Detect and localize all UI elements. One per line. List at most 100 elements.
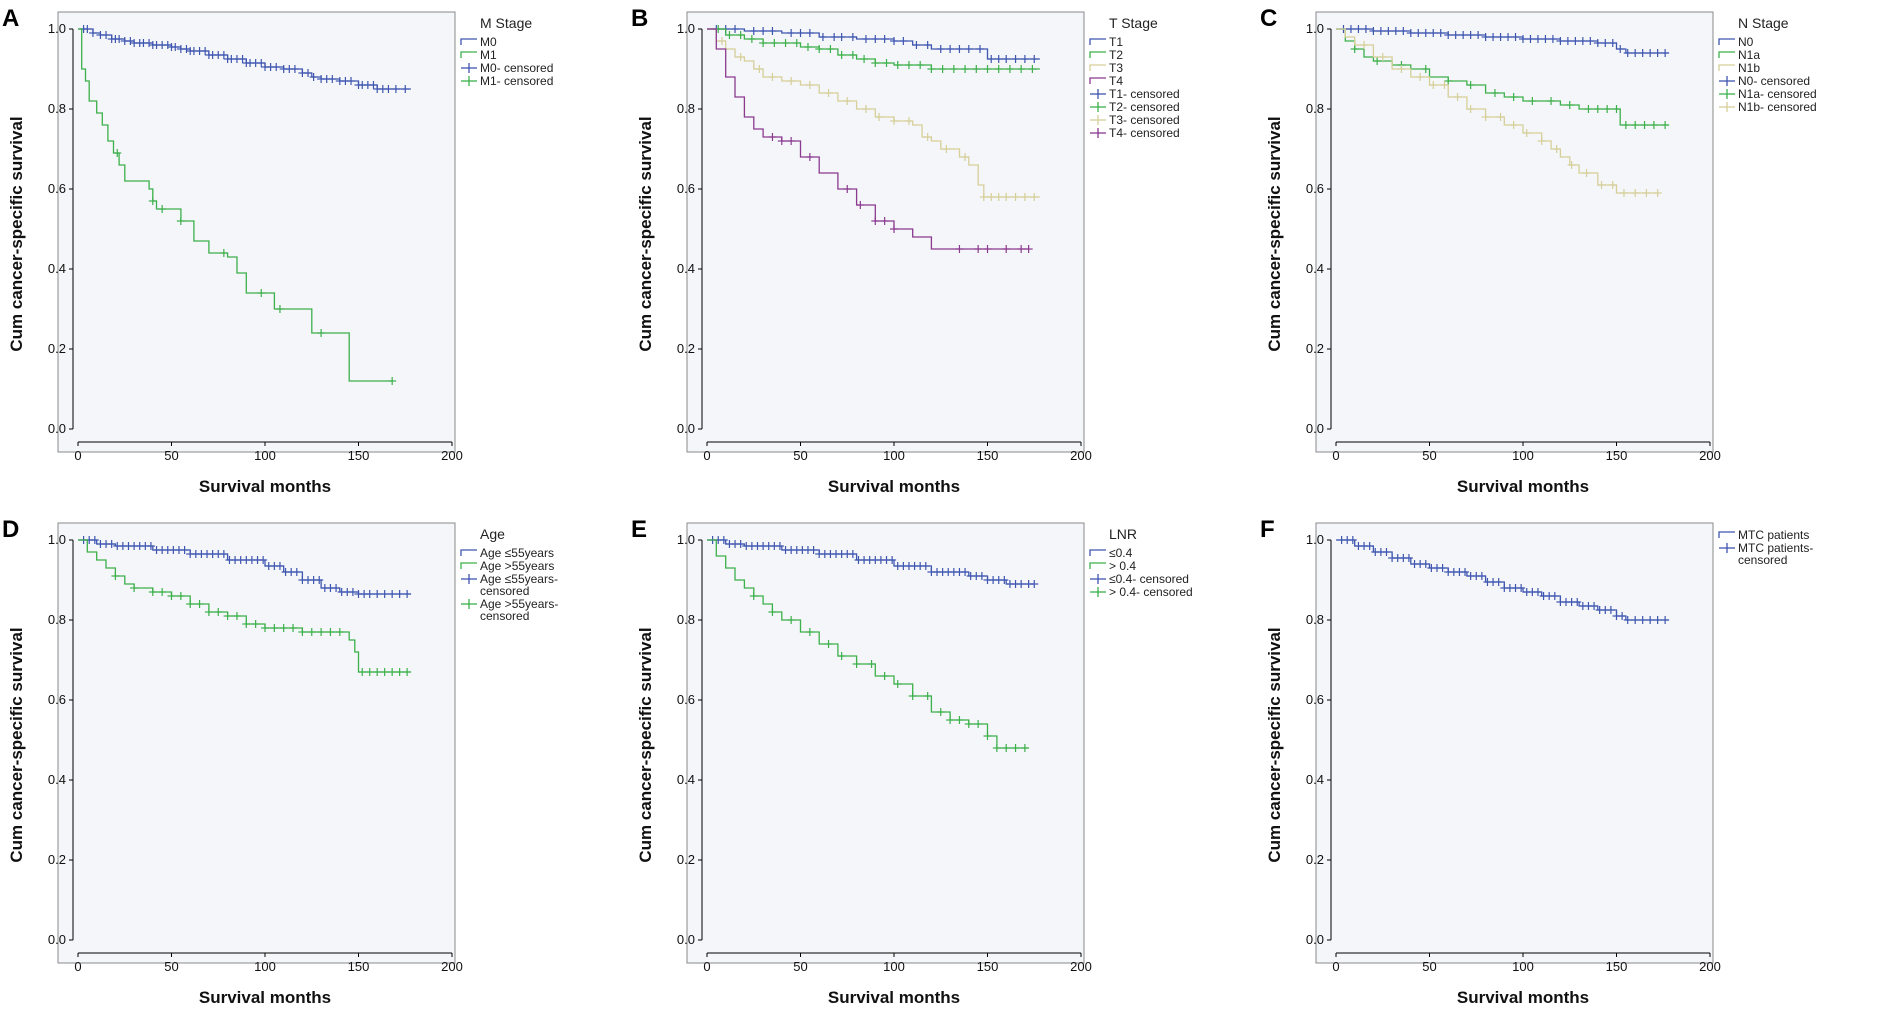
y-tick-label: 0.8: [677, 101, 695, 116]
legend-title: N Stage: [1738, 15, 1789, 31]
legend-label: N1a: [1738, 48, 1760, 62]
y-tick-label: 0.4: [677, 772, 695, 787]
legend-label: censored: [1738, 553, 1787, 567]
legend-label: T2- censored: [1109, 100, 1180, 114]
plot-area: [686, 11, 1085, 453]
x-tick-label: 150: [977, 448, 999, 463]
x-axis-title: Survival months: [1457, 988, 1589, 1007]
x-tick-label: 150: [348, 959, 370, 974]
legend-line-swatch: [1089, 77, 1106, 84]
y-axis-title: Cum cancer-specific survival: [1265, 116, 1284, 351]
legend-label: N0: [1738, 35, 1754, 49]
x-axis-title: Survival months: [1457, 477, 1589, 496]
legend-label: T3- censored: [1109, 113, 1180, 127]
km-plot-c: C 0.0 0.2 0.4 0.6 0.8 1.0 0 50 100 150 200 Survival …: [1260, 5, 1817, 496]
y-tick-label: 0.8: [1306, 101, 1324, 116]
panel-b: B 0.0 0.2 0.4 0.6 0.8 1.0 0 50 100 150 200 Survival …: [629, 0, 1258, 511]
y-tick-label: 0.2: [677, 341, 695, 356]
y-tick-label: 1.0: [48, 21, 66, 36]
y-tick-label: 0.4: [1306, 261, 1324, 276]
y-tick-label: 0.0: [48, 421, 66, 436]
y-tick-label: 0.4: [48, 772, 66, 787]
x-tick-label: 200: [1070, 959, 1092, 974]
legend-line-swatch: [1718, 531, 1735, 538]
legend-label: T3: [1109, 61, 1123, 75]
x-axis-title: Survival months: [828, 477, 960, 496]
legend-label: ≤0.4- censored: [1109, 572, 1189, 586]
panel-a: A 0.0 0.2 0.4 0.6 0.8 1.0 0 50 100 150 200 Survival …: [0, 0, 629, 511]
plot-area: [1315, 11, 1714, 453]
x-tick-label: 200: [1070, 448, 1092, 463]
km-plot-e: E 0.0 0.2 0.4 0.6 0.8 1.0 0 50 100 150 200 Survival …: [631, 516, 1193, 1007]
x-tick-label: 150: [348, 448, 370, 463]
legend-title: LNR: [1109, 526, 1137, 542]
km-curve-n1b: [1336, 28, 1658, 194]
legend-label: Age >55years: [480, 559, 554, 573]
legend-label: T4: [1109, 74, 1123, 88]
y-tick-label: 0.8: [48, 101, 66, 116]
panel-e: E 0.0 0.2 0.4 0.6 0.8 1.0 0 50 100 150 200 Survival …: [629, 511, 1258, 1022]
x-tick-label: 150: [1606, 448, 1628, 463]
legend-title: Age: [480, 526, 505, 542]
legend-label: Age ≤55years-: [480, 572, 558, 586]
y-tick-label: 0.2: [1306, 852, 1324, 867]
y-tick-label: 0.4: [48, 261, 66, 276]
km-curve-t4: [707, 28, 1029, 250]
legend-label: M1: [480, 48, 497, 62]
y-axis-title: Cum cancer-specific survival: [7, 627, 26, 862]
panel-letter: A: [2, 5, 19, 32]
legend-line-swatch: [1089, 562, 1106, 569]
legend-title: M Stage: [480, 15, 532, 31]
y-tick-label: 0.2: [677, 852, 695, 867]
x-tick-label: 0: [1332, 448, 1339, 463]
km-curve-n1a: [1336, 28, 1669, 126]
x-axis-title: Survival months: [828, 988, 960, 1007]
legend-label: MTC patients: [1738, 528, 1809, 542]
panel-letter: B: [631, 5, 648, 32]
x-tick-label: 200: [1699, 959, 1721, 974]
plot-area: [686, 522, 1085, 964]
legend-label: N1b: [1738, 61, 1760, 75]
y-tick-label: 0.2: [48, 852, 66, 867]
panel-letter: F: [1260, 516, 1275, 543]
x-tick-label: 100: [1512, 448, 1534, 463]
x-axis-title: Survival months: [199, 477, 331, 496]
plot-area: [57, 11, 456, 453]
x-tick-label: 100: [254, 959, 276, 974]
y-tick-label: 0.4: [677, 261, 695, 276]
x-tick-label: 100: [883, 959, 905, 974]
x-tick-label: 200: [441, 959, 463, 974]
panel-f: F 0.0 0.2 0.4 0.6 0.8 1.0 0 50 100 150 200 Survival …: [1258, 511, 1887, 1022]
legend-label: MTC patients-: [1738, 541, 1813, 555]
km-plot-b: B 0.0 0.2 0.4 0.6 0.8 1.0 0 50 100 150 200 Survival …: [631, 5, 1180, 496]
y-tick-label: 1.0: [677, 532, 695, 547]
legend-line-swatch: [460, 562, 477, 569]
legend-line-swatch: [1089, 64, 1106, 71]
y-tick-label: 0.0: [48, 932, 66, 947]
panel-c: C 0.0 0.2 0.4 0.6 0.8 1.0 0 50 100 150 200 Survival …: [1258, 0, 1887, 511]
legend-label: N1b- censored: [1738, 100, 1817, 114]
legend-line-swatch: [460, 549, 477, 556]
y-tick-label: 0.8: [677, 612, 695, 627]
y-tick-label: 0.2: [48, 341, 66, 356]
km-curve-m1: [78, 28, 393, 382]
x-tick-label: 0: [1332, 959, 1339, 974]
y-tick-label: 0.0: [677, 421, 695, 436]
legend-line-swatch: [460, 38, 477, 45]
legend-label: Age ≤55years: [480, 546, 554, 560]
y-tick-label: 1.0: [48, 532, 66, 547]
y-tick-label: 0.0: [677, 932, 695, 947]
y-axis-title: Cum cancer-specific survival: [1265, 627, 1284, 862]
legend-label: T1- censored: [1109, 87, 1180, 101]
y-tick-label: 0.6: [1306, 181, 1324, 196]
km-plot-d: D 0.0 0.2 0.4 0.6 0.8 1.0 0 50 100 150 200 Survival …: [2, 516, 558, 1007]
plot-area: [57, 522, 456, 964]
x-tick-label: 200: [1699, 448, 1721, 463]
legend-line-swatch: [1089, 51, 1106, 58]
legend-label: censored: [480, 609, 529, 623]
x-axis-title: Survival months: [199, 988, 331, 1007]
legend-label: > 0.4- censored: [1109, 585, 1193, 599]
y-tick-label: 0.0: [1306, 932, 1324, 947]
legend-label: M0: [480, 35, 497, 49]
y-tick-label: 1.0: [1306, 532, 1324, 547]
